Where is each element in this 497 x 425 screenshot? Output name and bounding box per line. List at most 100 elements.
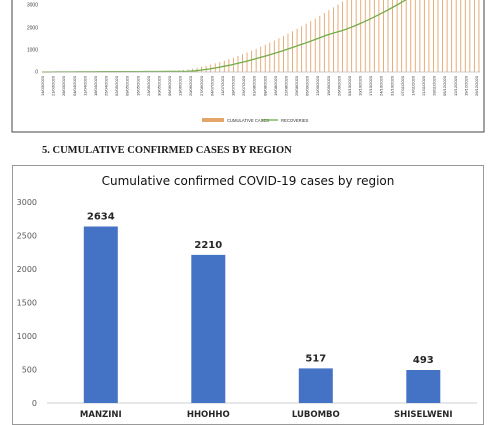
cases-bar — [438, 0, 439, 72]
top-date-label: 07/11/2020 — [400, 75, 405, 95]
region-bar-hhohho — [191, 255, 225, 403]
region-ytick-label: 1500 — [17, 299, 37, 308]
top-date-label: 16/05/2020 — [135, 75, 140, 96]
region-category-label: LUBOMBO — [292, 410, 340, 418]
top-date-label: 19/09/2020 — [326, 75, 331, 96]
top-date-label: 26/12/2020 — [474, 75, 479, 96]
top-date-label: 18/04/2020 — [93, 75, 98, 96]
top-date-label: 11/04/2020 — [82, 75, 87, 95]
top-date-label: 18/07/2020 — [231, 75, 236, 96]
region-category-label: HHOHHO — [187, 410, 230, 418]
cases-bar — [392, 0, 393, 72]
cases-bar — [419, 0, 420, 72]
top-date-label: 11/07/2020 — [220, 75, 225, 95]
top-date-label: 15/08/2020 — [273, 75, 278, 96]
cases-bar — [324, 13, 325, 72]
top-date-label: 29/08/2020 — [294, 75, 299, 96]
top-date-label: 21/03/2020 — [51, 75, 56, 96]
cases-bar — [319, 16, 320, 72]
cases-bar — [460, 0, 461, 72]
top-ytick-label: 1000 — [27, 48, 38, 54]
cases-bar — [474, 0, 475, 72]
cases-bar — [342, 1, 343, 72]
cases-bar — [328, 10, 329, 72]
top-date-label: 25/04/2020 — [104, 75, 109, 96]
cases-bar — [283, 36, 284, 72]
top-ytick-label: 0 — [35, 70, 38, 76]
cases-bar — [447, 0, 448, 72]
cases-bar — [397, 0, 398, 72]
region-value-label: 517 — [305, 353, 326, 364]
cases-bar — [451, 0, 452, 72]
cases-bar — [242, 54, 243, 72]
region-ytick-label: 1000 — [17, 332, 37, 341]
cases-bar — [301, 26, 302, 72]
cases-bar — [465, 0, 466, 72]
cases-bar — [288, 34, 289, 72]
region-value-label: 2634 — [87, 212, 115, 223]
cases-bar — [469, 0, 470, 72]
top-date-label: 20/06/2020 — [188, 75, 193, 96]
top-date-label: 01/08/2020 — [252, 75, 257, 96]
top-date-label: 17/10/2020 — [368, 75, 373, 96]
top-date-label: 02/05/2020 — [114, 75, 119, 96]
top-date-label: 05/09/2020 — [305, 75, 310, 96]
top-date-label: 27/06/2020 — [199, 75, 204, 96]
cases-bar — [269, 43, 270, 72]
cases-bar — [306, 24, 307, 72]
cases-bar — [374, 0, 375, 72]
cases-bar — [383, 0, 384, 72]
region-ytick-label: 2500 — [17, 232, 37, 241]
region-bar-manzini — [84, 227, 118, 404]
cases-bar — [415, 0, 416, 72]
region-ytick-label: 3000 — [17, 198, 37, 207]
cases-bar — [347, 0, 348, 72]
cases-bar — [433, 0, 434, 72]
top-date-label: 28/03/2020 — [61, 75, 66, 96]
cases-bar — [369, 0, 370, 72]
top-date-label: 10/10/2020 — [358, 75, 363, 96]
cases-bar — [333, 7, 334, 72]
top-date-label: 12/12/2020 — [453, 75, 458, 96]
cases-bar — [365, 0, 366, 72]
region-category-label: MANZINI — [80, 410, 122, 418]
top-date-label: 04/07/2020 — [209, 75, 214, 96]
region-ytick-label: 500 — [22, 366, 37, 375]
top-date-label: 31/10/2020 — [389, 75, 394, 96]
top-date-label: 12/09/2020 — [315, 75, 320, 96]
cases-bar — [378, 0, 379, 72]
top-date-label: 03/10/2020 — [347, 75, 352, 96]
top-chart-frame — [12, 0, 484, 132]
cases-bar — [388, 0, 389, 72]
cases-bar — [428, 0, 429, 72]
cases-bar — [247, 52, 248, 72]
top-date-label: 13/06/2020 — [178, 75, 183, 96]
cases-bar — [292, 31, 293, 72]
cases-bar — [351, 0, 352, 72]
top-date-label: 08/08/2020 — [262, 75, 267, 96]
top-date-label: 04/04/2020 — [72, 75, 77, 96]
cases-bar — [278, 38, 279, 72]
region-ytick-label: 2000 — [17, 265, 37, 274]
cases-bar — [274, 40, 275, 72]
top-date-label: 23/05/2020 — [146, 75, 151, 96]
top-date-label: 19/12/2020 — [463, 75, 468, 96]
top-ytick-label: 3000 — [27, 3, 38, 9]
cases-bar — [197, 68, 198, 72]
section-heading: 5. CUMULATIVE CONFIRMED CASES BY REGION — [42, 145, 292, 156]
top-date-label: 14/03/2020 — [40, 75, 45, 96]
cases-bar — [338, 4, 339, 72]
region-bar-shiselweni — [406, 370, 440, 403]
cases-bar — [297, 29, 298, 72]
top-date-label: 05/12/2020 — [442, 75, 447, 96]
legend-label-recoveries: RECOVERIES — [281, 118, 309, 123]
top-date-label: 09/05/2020 — [125, 75, 130, 96]
cases-bar — [360, 0, 361, 72]
top-date-label: 14/11/2020 — [411, 75, 416, 95]
cases-bar — [315, 19, 316, 73]
top-date-label: 26/09/2020 — [336, 75, 341, 96]
top-date-label: 06/06/2020 — [167, 75, 172, 96]
region-value-label: 493 — [413, 355, 434, 366]
